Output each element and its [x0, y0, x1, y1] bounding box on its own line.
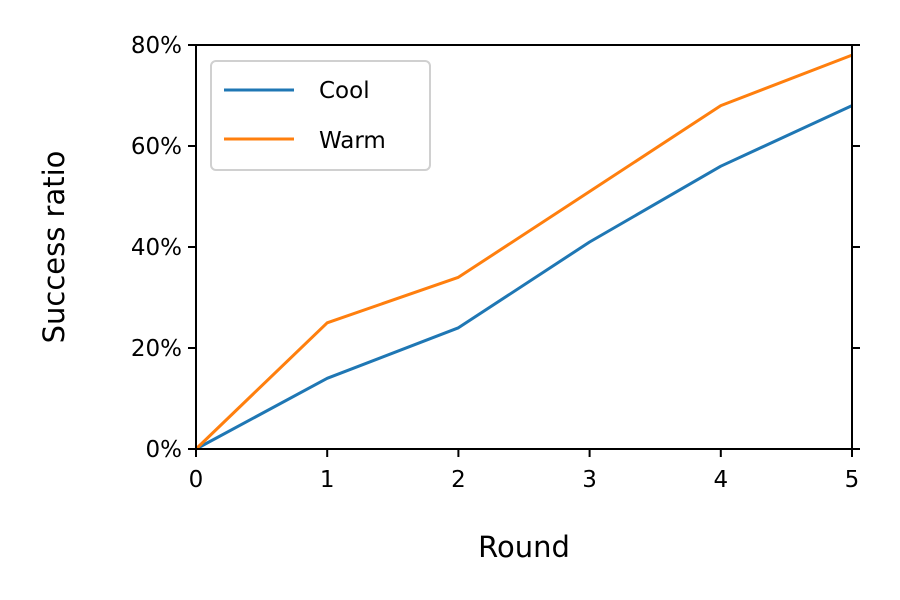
legend-label-cool: Cool [319, 78, 370, 104]
y-tick-label: 60% [131, 134, 182, 160]
ticks-layer: 0 1 2 3 4 5 0% 20% 40% 60% 80% [131, 33, 860, 493]
x-tick-label: 0 [189, 467, 204, 493]
series-line-cool [195, 104, 853, 451]
y-tick-label: 80% [131, 33, 182, 59]
y-tick-label: 0% [146, 437, 183, 463]
series-layer [194, 53, 853, 451]
x-axis-title: Round [478, 530, 570, 564]
y-tick-label: 40% [131, 235, 182, 261]
x-tick-label: 4 [713, 467, 728, 493]
y-axis-title: Success ratio [37, 151, 71, 344]
series-line-warm [194, 53, 853, 451]
x-tick-label: 2 [451, 467, 466, 493]
x-tick-label: 3 [582, 467, 597, 493]
legend: Cool Warm [210, 60, 431, 171]
x-tick-label: 1 [320, 467, 335, 493]
x-tick-label: 5 [845, 467, 860, 493]
legend-box [210, 60, 431, 171]
y-tick-label: 20% [131, 336, 182, 362]
legend-label-warm: Warm [319, 128, 386, 154]
